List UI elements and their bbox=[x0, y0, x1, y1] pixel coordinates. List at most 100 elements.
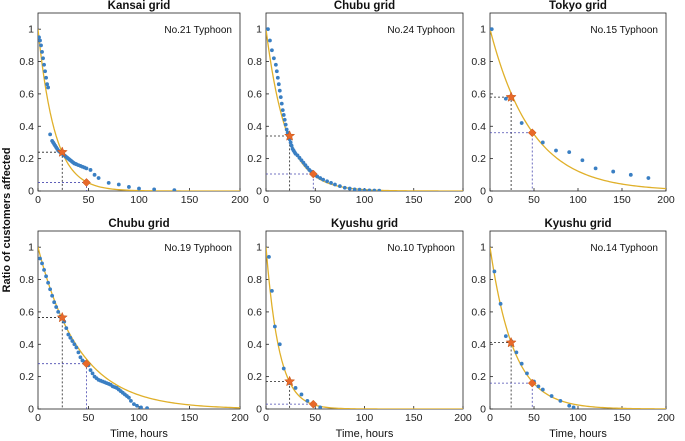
y-tick-label: 0.8 bbox=[247, 56, 262, 68]
data-point bbox=[266, 27, 270, 32]
y-tick-label: 0.4 bbox=[247, 121, 262, 133]
data-point bbox=[558, 399, 563, 403]
y-tick-label: 0.4 bbox=[471, 121, 486, 133]
data-point bbox=[152, 187, 157, 191]
marker-24h-star bbox=[284, 375, 296, 387]
marker-48h-diamond bbox=[308, 169, 318, 179]
data-point bbox=[325, 179, 329, 184]
y-tick-label: 0.2 bbox=[247, 153, 262, 165]
data-point bbox=[536, 384, 541, 389]
data-point bbox=[628, 172, 633, 177]
x-tick-label: 0 bbox=[487, 194, 493, 206]
data-point bbox=[567, 150, 572, 155]
y-tick-label: 1 bbox=[480, 24, 486, 36]
data-point bbox=[137, 186, 141, 191]
y-tick-label: 0.8 bbox=[19, 274, 34, 286]
data-point bbox=[549, 394, 554, 398]
x-tick-label: 100 bbox=[356, 412, 374, 424]
data-point bbox=[42, 267, 46, 272]
y-tick-label: 1 bbox=[480, 242, 486, 254]
data-point bbox=[78, 355, 83, 360]
data-point bbox=[357, 187, 362, 191]
y-tick-label: 0 bbox=[256, 404, 262, 416]
y-tick-label: 0.8 bbox=[19, 56, 34, 68]
data-point bbox=[315, 174, 320, 179]
data-point bbox=[490, 27, 494, 32]
data-point bbox=[42, 62, 46, 67]
data-point bbox=[571, 405, 576, 409]
data-point bbox=[106, 181, 111, 185]
data-point bbox=[72, 342, 77, 347]
marker-24h-star bbox=[284, 130, 296, 141]
data-point bbox=[270, 48, 274, 53]
y-tick-label: 0 bbox=[480, 186, 486, 198]
y-tick-label: 0.8 bbox=[471, 274, 486, 286]
x-tick-label: 200 bbox=[231, 412, 249, 424]
data-point bbox=[44, 274, 48, 279]
data-point bbox=[321, 177, 326, 182]
y-tick-label: 0.8 bbox=[247, 274, 262, 286]
data-point bbox=[172, 188, 177, 191]
data-point bbox=[270, 288, 274, 293]
x-tick-label: 100 bbox=[130, 194, 148, 206]
data-point bbox=[43, 69, 47, 74]
chart-panel: Kansai grid No.21 Typhoon 0 50 100 150 200 0 0.2… bbox=[19, 0, 249, 206]
data-point bbox=[272, 324, 277, 329]
marker-48h-diamond bbox=[82, 359, 91, 369]
data-point bbox=[271, 56, 276, 61]
data-point bbox=[90, 371, 95, 376]
y-tick-label: 0 bbox=[480, 404, 486, 416]
data-point bbox=[126, 185, 131, 189]
x-tick-label: 50 bbox=[309, 412, 321, 424]
data-point bbox=[503, 334, 508, 339]
data-point bbox=[284, 127, 289, 132]
data-point bbox=[289, 143, 294, 148]
x-tick-label: 0 bbox=[487, 412, 493, 424]
data-point bbox=[299, 392, 304, 397]
data-point bbox=[56, 310, 61, 314]
data-point bbox=[39, 43, 43, 48]
data-point bbox=[38, 38, 42, 43]
data-point bbox=[279, 101, 284, 106]
y-tick-label: 0.6 bbox=[247, 88, 262, 100]
data-point bbox=[367, 188, 372, 191]
typhoon-annotation: No.15 Typhoon bbox=[590, 25, 658, 36]
x-tick-label: 100 bbox=[130, 412, 148, 424]
chart-panel: Tokyo grid No.15 Typhoon 0 50 100 150 200 0 0.2 0… bbox=[471, 0, 675, 206]
y-tick-label: 0.2 bbox=[19, 153, 34, 165]
data-point bbox=[64, 326, 69, 330]
chart-panel: Chubu grid No.19 Typhoon 0 50 100 150 200 0 0.2 0… bbox=[19, 218, 249, 424]
x-tick-label: 200 bbox=[454, 194, 472, 206]
data-point bbox=[646, 176, 651, 180]
data-point bbox=[74, 345, 79, 350]
y-tick-label: 1 bbox=[28, 242, 34, 254]
x-tick-label: 50 bbox=[83, 412, 95, 424]
typhoon-annotation: No.21 Typhoon bbox=[164, 25, 232, 36]
chart-title: Kyushu grid bbox=[331, 218, 398, 230]
typhoon-annotation: No.10 Typhoon bbox=[387, 243, 455, 254]
x-axis-label: Time, hours bbox=[549, 428, 607, 440]
data-point bbox=[276, 82, 281, 87]
y-tick-label: 0.6 bbox=[471, 88, 486, 100]
data-point bbox=[54, 305, 59, 309]
typhoon-annotation: No.24 Typhoon bbox=[387, 25, 455, 36]
data-point bbox=[377, 188, 382, 191]
marker-48h-diamond bbox=[527, 128, 537, 138]
x-axis-label: Time, hours bbox=[336, 428, 394, 440]
x-tick-label: 0 bbox=[35, 412, 41, 424]
x-tick-label: 100 bbox=[569, 412, 587, 424]
x-axis-label: Time, hours bbox=[110, 428, 168, 440]
marker-24h-star bbox=[505, 336, 517, 348]
marker-48h-diamond bbox=[308, 399, 318, 409]
data-point bbox=[116, 182, 121, 187]
y-tick-label: 0.8 bbox=[471, 56, 486, 68]
y-tick-label: 0.4 bbox=[19, 121, 34, 133]
data-point bbox=[275, 75, 280, 80]
data-point bbox=[52, 300, 57, 305]
chart-title: Chubu grid bbox=[334, 0, 395, 12]
data-point bbox=[282, 117, 287, 122]
data-point bbox=[277, 88, 282, 93]
data-point bbox=[519, 361, 524, 366]
x-tick-label: 0 bbox=[263, 412, 269, 424]
x-tick-label: 50 bbox=[528, 194, 540, 206]
